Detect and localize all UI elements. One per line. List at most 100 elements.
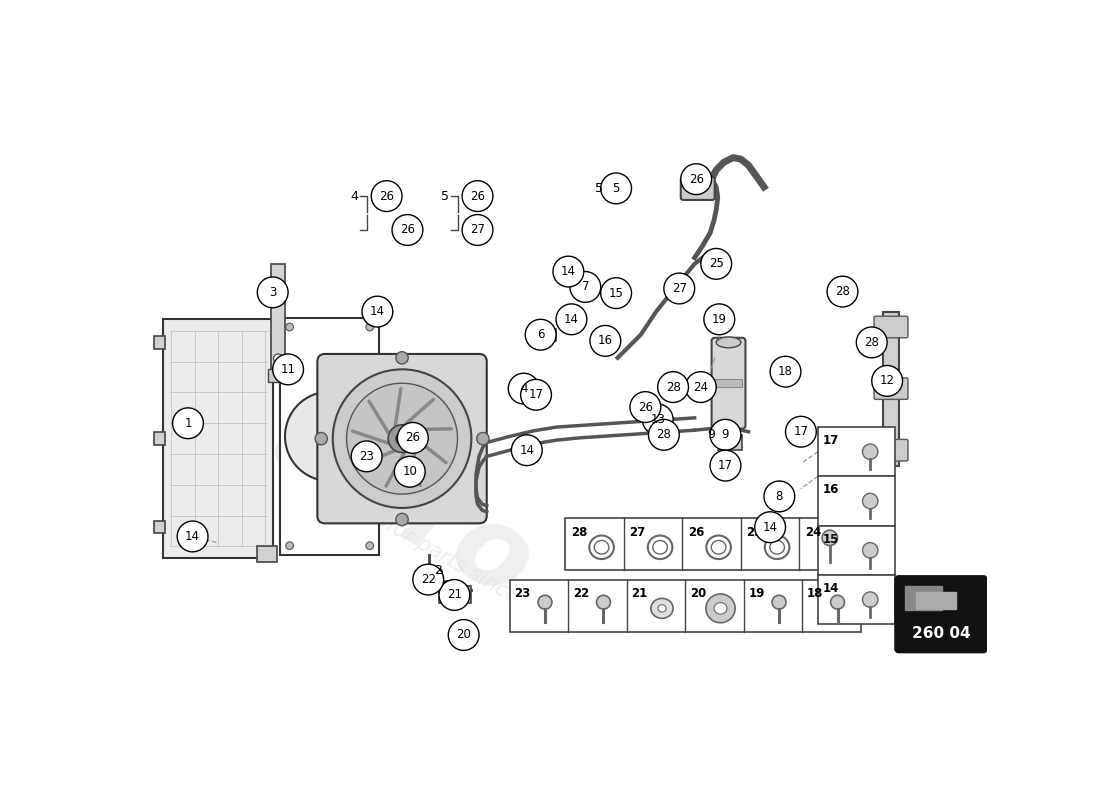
- Ellipse shape: [714, 602, 727, 614]
- FancyBboxPatch shape: [874, 316, 907, 338]
- FancyBboxPatch shape: [715, 379, 742, 386]
- Circle shape: [257, 277, 288, 308]
- Circle shape: [830, 595, 845, 609]
- Circle shape: [315, 433, 328, 445]
- Circle shape: [362, 296, 393, 327]
- Circle shape: [862, 592, 878, 607]
- Text: 15: 15: [823, 533, 839, 546]
- Circle shape: [856, 327, 887, 358]
- FancyBboxPatch shape: [915, 592, 956, 609]
- Text: 4: 4: [351, 190, 359, 202]
- FancyBboxPatch shape: [818, 526, 895, 575]
- FancyBboxPatch shape: [874, 378, 907, 399]
- Circle shape: [601, 278, 631, 309]
- Text: a passion for parts since 1985: a passion for parts since 1985: [292, 463, 574, 638]
- FancyBboxPatch shape: [774, 489, 790, 502]
- Text: 18: 18: [807, 587, 824, 600]
- Circle shape: [395, 456, 425, 487]
- FancyBboxPatch shape: [565, 518, 858, 570]
- Circle shape: [570, 271, 601, 302]
- Text: 15: 15: [608, 286, 624, 300]
- Circle shape: [711, 450, 741, 481]
- Circle shape: [557, 304, 587, 334]
- Circle shape: [658, 372, 689, 402]
- Text: 18: 18: [778, 365, 793, 378]
- Circle shape: [827, 276, 858, 307]
- Circle shape: [396, 433, 408, 445]
- Ellipse shape: [651, 598, 673, 618]
- FancyBboxPatch shape: [874, 439, 907, 461]
- Circle shape: [785, 416, 816, 447]
- Circle shape: [508, 373, 539, 404]
- Text: 19: 19: [712, 313, 727, 326]
- Text: 260 04: 260 04: [912, 626, 970, 641]
- Text: 2: 2: [434, 564, 442, 577]
- Circle shape: [681, 164, 712, 194]
- Text: 13: 13: [650, 413, 666, 426]
- Circle shape: [526, 319, 557, 350]
- Text: 5: 5: [613, 182, 619, 195]
- Ellipse shape: [658, 605, 667, 612]
- Text: 23: 23: [515, 587, 530, 600]
- Circle shape: [822, 530, 837, 546]
- Circle shape: [704, 304, 735, 334]
- FancyBboxPatch shape: [818, 476, 895, 526]
- Text: 23: 23: [360, 450, 374, 463]
- Circle shape: [871, 366, 902, 396]
- Text: 5: 5: [441, 190, 449, 202]
- Circle shape: [476, 433, 490, 445]
- Text: 3: 3: [270, 286, 276, 299]
- Circle shape: [173, 408, 204, 438]
- Text: 14: 14: [370, 305, 385, 318]
- Circle shape: [449, 619, 480, 650]
- Text: 21: 21: [447, 589, 462, 602]
- Text: 25: 25: [708, 258, 724, 270]
- Text: 17: 17: [528, 388, 543, 402]
- Text: 11: 11: [280, 363, 296, 376]
- Text: 26: 26: [688, 526, 704, 538]
- Circle shape: [366, 323, 374, 331]
- Text: 14: 14: [519, 444, 535, 457]
- Text: 25: 25: [746, 526, 762, 538]
- Circle shape: [177, 521, 208, 552]
- Circle shape: [701, 249, 732, 279]
- FancyBboxPatch shape: [895, 577, 987, 652]
- Circle shape: [664, 273, 695, 304]
- Circle shape: [630, 392, 661, 422]
- Text: 27: 27: [629, 526, 646, 538]
- Text: 14: 14: [561, 265, 576, 278]
- Circle shape: [366, 542, 374, 550]
- Circle shape: [772, 595, 786, 609]
- FancyBboxPatch shape: [163, 319, 273, 558]
- Circle shape: [392, 214, 422, 246]
- Text: 28: 28: [571, 526, 587, 538]
- Text: 10: 10: [403, 466, 417, 478]
- Circle shape: [520, 379, 551, 410]
- Text: 9: 9: [722, 428, 729, 442]
- Text: 20: 20: [690, 587, 706, 600]
- FancyBboxPatch shape: [154, 433, 165, 445]
- Circle shape: [397, 422, 428, 454]
- Text: 5: 5: [595, 182, 603, 195]
- Circle shape: [462, 214, 493, 246]
- Circle shape: [332, 370, 472, 508]
- Circle shape: [649, 419, 680, 450]
- Circle shape: [755, 512, 785, 542]
- FancyBboxPatch shape: [681, 177, 715, 200]
- Text: 20: 20: [456, 629, 471, 642]
- Circle shape: [642, 404, 673, 435]
- FancyBboxPatch shape: [271, 264, 285, 378]
- FancyBboxPatch shape: [712, 338, 746, 429]
- Text: 27: 27: [672, 282, 686, 295]
- Text: 26: 26: [689, 173, 704, 186]
- Circle shape: [396, 352, 408, 364]
- FancyBboxPatch shape: [268, 369, 288, 382]
- Text: 6: 6: [537, 328, 544, 341]
- FancyBboxPatch shape: [510, 579, 861, 632]
- Circle shape: [711, 419, 741, 450]
- Circle shape: [285, 392, 374, 481]
- Text: 28: 28: [666, 381, 681, 394]
- Text: 26: 26: [400, 223, 415, 237]
- Text: 14: 14: [564, 313, 579, 326]
- FancyBboxPatch shape: [717, 435, 743, 450]
